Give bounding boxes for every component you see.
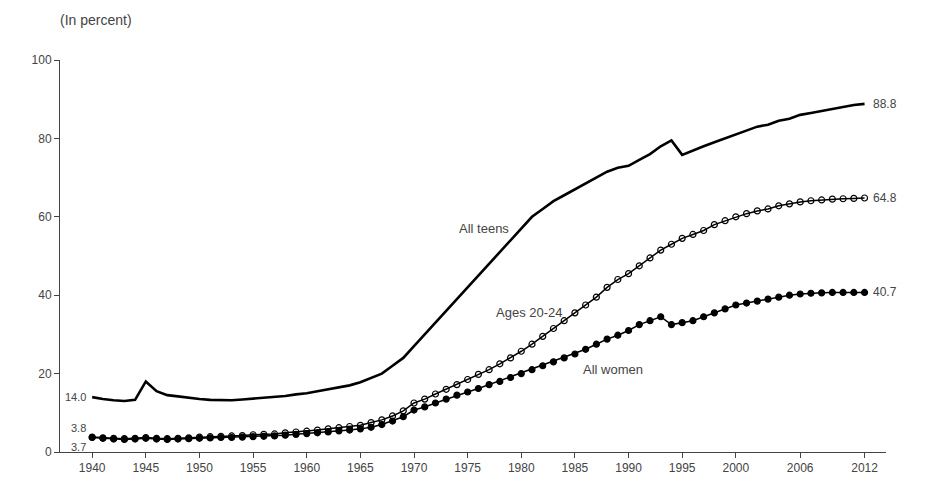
svg-text:2000: 2000 xyxy=(722,461,749,475)
svg-text:3.7: 3.7 xyxy=(71,441,86,453)
svg-text:1955: 1955 xyxy=(240,461,267,475)
svg-text:1990: 1990 xyxy=(615,461,642,475)
svg-text:Ages 20-24: Ages 20-24 xyxy=(496,305,563,320)
svg-text:1985: 1985 xyxy=(562,461,589,475)
svg-text:64.8: 64.8 xyxy=(873,191,897,205)
svg-text:1945: 1945 xyxy=(132,461,159,475)
svg-text:2006: 2006 xyxy=(787,461,814,475)
svg-text:2012: 2012 xyxy=(851,461,878,475)
svg-text:1995: 1995 xyxy=(669,461,696,475)
svg-text:1980: 1980 xyxy=(508,461,535,475)
svg-text:80: 80 xyxy=(38,132,52,146)
svg-text:40.7: 40.7 xyxy=(873,285,897,299)
svg-text:1970: 1970 xyxy=(401,461,428,475)
svg-text:1950: 1950 xyxy=(186,461,213,475)
svg-text:1975: 1975 xyxy=(454,461,481,475)
svg-text:All women: All women xyxy=(583,362,643,377)
svg-text:3.8: 3.8 xyxy=(71,422,86,434)
svg-text:40: 40 xyxy=(38,288,52,302)
svg-text:14.0: 14.0 xyxy=(65,391,86,403)
svg-text:All teens: All teens xyxy=(459,221,509,236)
svg-text:1940: 1940 xyxy=(79,461,106,475)
svg-text:1960: 1960 xyxy=(293,461,320,475)
svg-text:88.8: 88.8 xyxy=(873,97,897,111)
svg-text:60: 60 xyxy=(38,210,52,224)
svg-text:(In percent): (In percent) xyxy=(60,12,132,28)
svg-text:1965: 1965 xyxy=(347,461,374,475)
svg-text:20: 20 xyxy=(38,367,52,381)
svg-text:100: 100 xyxy=(32,53,52,67)
svg-text:0: 0 xyxy=(45,445,52,459)
